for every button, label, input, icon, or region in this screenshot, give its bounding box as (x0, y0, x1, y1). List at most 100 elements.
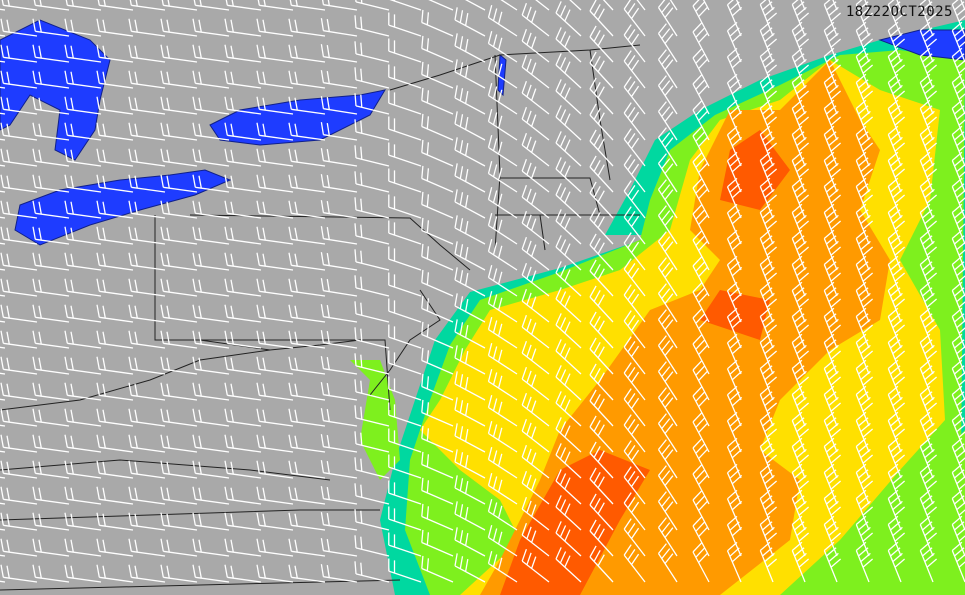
wind-barb (500, 0, 518, 11)
wind-barb (521, 470, 550, 505)
wind-barb (692, 334, 710, 375)
wind-barb (521, 28, 550, 63)
wind-barb (128, 200, 166, 219)
wind-barb (0, 304, 38, 323)
wind-barb (96, 538, 134, 557)
wind-barb (791, 255, 810, 297)
wind-barb (823, 151, 842, 193)
wind-barb (32, 408, 70, 427)
wind-barb (759, 463, 778, 505)
wind-barb (388, 142, 422, 167)
wind-barb (951, 255, 965, 297)
wind-barb (657, 283, 678, 323)
wind-barb (589, 181, 614, 219)
wind-barb (128, 382, 166, 401)
wind-barb (855, 47, 874, 89)
wind-barb (887, 151, 906, 193)
wind-barb (0, 226, 38, 245)
wind-barb (320, 148, 358, 167)
wind-barb (823, 203, 842, 245)
wind-barb (160, 70, 198, 89)
wind-barb (224, 252, 262, 271)
wind-barb (256, 434, 294, 453)
wind-barb (128, 278, 166, 297)
wind-barb (487, 187, 518, 219)
wind-barb (421, 243, 454, 271)
wind-barb (96, 226, 134, 245)
wind-barb (487, 525, 518, 557)
wind-barb (759, 0, 778, 37)
wind-barb (192, 174, 230, 193)
wind-barb (951, 47, 965, 89)
wind-barb (96, 252, 134, 271)
wind-barb (692, 152, 710, 193)
wind-barb (919, 125, 938, 167)
wind-barb (160, 460, 198, 479)
wind-barb (791, 151, 810, 193)
wind-barb (256, 460, 294, 479)
wind-barb (623, 128, 646, 167)
wind-barb (555, 365, 582, 401)
wind-barb (354, 119, 390, 141)
wind-barb (692, 178, 710, 219)
wind-barb (320, 70, 358, 89)
wind-barb (454, 345, 486, 375)
wind-barb (388, 246, 422, 271)
wind-barb (421, 61, 454, 89)
wind-barb (225, 0, 262, 11)
wind-barb (623, 24, 646, 63)
wind-barb (288, 18, 326, 37)
wind-barb (224, 356, 262, 375)
wind-barb (64, 278, 102, 297)
wind-barb (623, 206, 646, 245)
wind-barb (454, 59, 486, 89)
wind-barb (692, 74, 710, 115)
wind-barb (555, 495, 582, 531)
wind-barb (192, 18, 230, 37)
wind-barb (96, 460, 134, 479)
wind-barb (128, 330, 166, 349)
wind-barb (791, 333, 810, 375)
wind-barb (288, 382, 326, 401)
wind-barb (64, 44, 102, 63)
wind-barb (791, 515, 810, 557)
wind-barb (589, 25, 614, 63)
wind-barb (855, 177, 874, 219)
wind-barb (951, 151, 965, 193)
wind-barb (823, 359, 842, 401)
wind-barb (96, 122, 134, 141)
wind-barb (421, 399, 454, 427)
wind-barb (388, 298, 422, 323)
wind-barb (224, 148, 262, 167)
wind-barb (855, 463, 874, 505)
wind-barb (951, 541, 965, 583)
wind-barb (256, 564, 294, 583)
wind-barb (692, 22, 710, 63)
wind-barb (256, 44, 294, 63)
wind-barb (692, 126, 710, 167)
wind-barb (589, 441, 614, 479)
wind-barb (388, 194, 422, 219)
wind-barb (759, 229, 778, 271)
wind-barb (823, 333, 842, 375)
wind-barb (320, 330, 358, 349)
wind-barb (64, 460, 102, 479)
lake-champlain (497, 53, 507, 97)
wind-barb (623, 50, 646, 89)
wind-barb (919, 0, 938, 37)
wind-barb (855, 203, 874, 245)
wind-barb (887, 463, 906, 505)
wind-barb (692, 464, 710, 505)
wind-barb (96, 330, 134, 349)
wind-barb (388, 428, 422, 453)
wind-barb (0, 460, 38, 479)
wind-barb (487, 161, 518, 193)
wind-barb (421, 477, 454, 505)
wind-barb (256, 304, 294, 323)
wind-barb (96, 200, 134, 219)
wind-barb (692, 438, 710, 479)
wind-barb (96, 44, 134, 63)
wind-barb (160, 122, 198, 141)
wind-barb (657, 75, 678, 115)
wind-barb (919, 47, 938, 89)
